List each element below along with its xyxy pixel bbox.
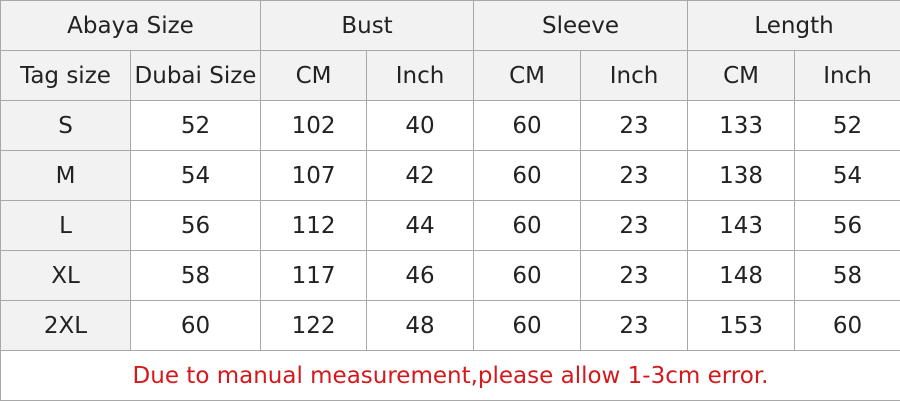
tag-size-cell: 2XL [1, 301, 131, 351]
column-header: Inch [367, 51, 474, 101]
table-cell: 143 [688, 201, 795, 251]
table-cell: 56 [131, 201, 261, 251]
column-header: CM [688, 51, 795, 101]
tag-size-cell: M [1, 151, 131, 201]
group-header: Sleeve [474, 1, 688, 51]
table-cell: 58 [131, 251, 261, 301]
table-cell: 117 [261, 251, 367, 301]
table-cell: 60 [474, 251, 581, 301]
table-cell: 54 [795, 151, 900, 201]
table-cell: 60 [474, 201, 581, 251]
table-cell: 148 [688, 251, 795, 301]
note-row: Due to manual measurement,please allow 1… [1, 351, 900, 401]
column-header: Inch [581, 51, 688, 101]
column-header: Dubai Size [131, 51, 261, 101]
group-header: Abaya Size [1, 1, 261, 51]
group-header: Bust [261, 1, 474, 51]
group-header: Length [688, 1, 900, 51]
table-cell: 23 [581, 301, 688, 351]
table-cell: 54 [131, 151, 261, 201]
table-cell: 44 [367, 201, 474, 251]
table-cell: 48 [367, 301, 474, 351]
table-cell: 23 [581, 201, 688, 251]
table-cell: 107 [261, 151, 367, 201]
measurement-note: Due to manual measurement,please allow 1… [1, 351, 900, 401]
table-cell: 60 [795, 301, 900, 351]
table-cell: 122 [261, 301, 367, 351]
table-cell: 60 [474, 301, 581, 351]
table-cell: 46 [367, 251, 474, 301]
table-cell: 60 [474, 151, 581, 201]
column-header: CM [261, 51, 367, 101]
table-cell: 138 [688, 151, 795, 201]
table-cell: 112 [261, 201, 367, 251]
tag-size-cell: S [1, 101, 131, 151]
table-cell: 102 [261, 101, 367, 151]
table-cell: 60 [474, 101, 581, 151]
table-cell: 133 [688, 101, 795, 151]
tag-size-cell: L [1, 201, 131, 251]
column-header: Tag size [1, 51, 131, 101]
table-cell: 40 [367, 101, 474, 151]
column-header: Inch [795, 51, 900, 101]
table-cell: 23 [581, 151, 688, 201]
table-cell: 52 [795, 101, 900, 151]
table-cell: 58 [795, 251, 900, 301]
table-cell: 52 [131, 101, 261, 151]
table-cell: 42 [367, 151, 474, 201]
column-header: CM [474, 51, 581, 101]
table-cell: 60 [131, 301, 261, 351]
table-cell: 153 [688, 301, 795, 351]
table-cell: 23 [581, 101, 688, 151]
table-cell: 23 [581, 251, 688, 301]
tag-size-cell: XL [1, 251, 131, 301]
table-cell: 56 [795, 201, 900, 251]
